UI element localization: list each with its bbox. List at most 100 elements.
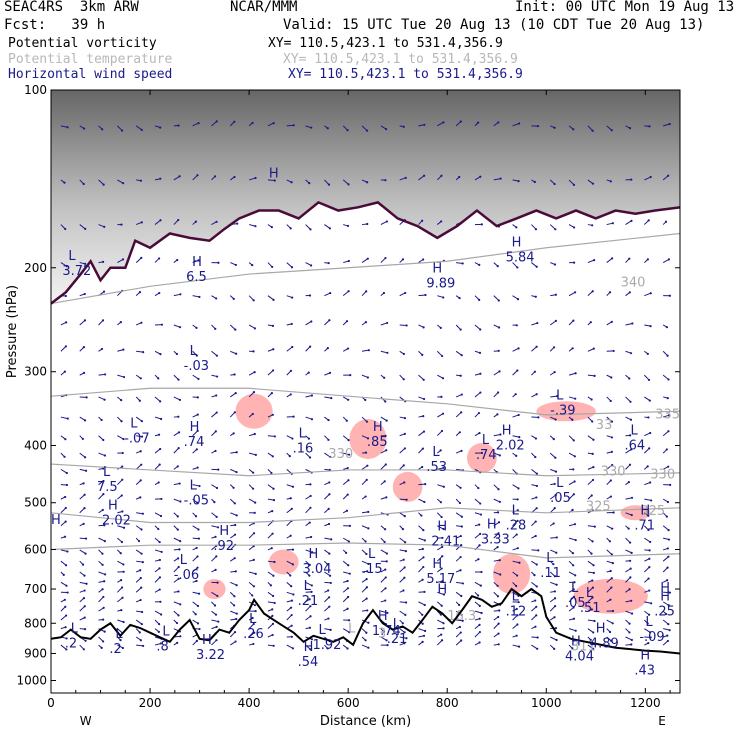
wind-arrow	[286, 614, 293, 621]
wind-arrow	[211, 639, 217, 646]
wind-arrow	[60, 507, 67, 514]
wind-arrow-head	[384, 599, 387, 602]
pv-extremum-value: 4.89	[590, 636, 619, 651]
wind-arrow-head	[499, 573, 502, 576]
wind-arrow-head	[310, 320, 313, 323]
wind-arrow-head	[383, 480, 386, 483]
x-tick-label: 0	[47, 696, 55, 710]
wind-arrow-head	[253, 511, 256, 514]
wind-arrow	[286, 346, 293, 352]
wind-arrow-head	[273, 435, 276, 438]
wind-arrow-head	[534, 437, 538, 440]
wind-arrow	[211, 591, 218, 597]
wind-arrow	[531, 614, 537, 621]
wind-arrow-head	[233, 120, 236, 123]
wind-arrow	[286, 560, 294, 565]
pv-low-marker: L	[180, 553, 188, 568]
wind-arrow-head	[84, 537, 88, 540]
wind-arrow	[60, 644, 67, 650]
wind-arrow-head	[440, 395, 443, 398]
wind-arrow-head	[667, 174, 670, 177]
wind-arrow-head	[367, 510, 370, 513]
wind-arrow-head	[176, 528, 179, 531]
wind-arrow-head	[403, 642, 406, 645]
wind-arrow-head	[423, 603, 426, 607]
wind-arrow-head	[64, 506, 67, 510]
wind-arrow-head	[555, 536, 558, 539]
wind-arrow-head	[648, 589, 651, 592]
pv-low-marker: L	[393, 617, 401, 632]
wind-arrow-head	[330, 538, 333, 541]
wind-arrow-head	[328, 371, 332, 374]
wind-arrow-head	[609, 569, 612, 573]
wind-arrow-head	[159, 177, 162, 180]
wind-arrow-head	[232, 432, 235, 435]
wind-arrow-head	[405, 637, 408, 640]
wind-arrow-head	[157, 377, 160, 380]
wind-arrow-head	[553, 182, 556, 186]
wind-arrow-head	[611, 257, 614, 260]
wind-arrow	[361, 644, 369, 649]
wind-arrow-head	[590, 398, 593, 401]
wind-arrow-head	[593, 259, 596, 262]
wind-arrow	[418, 431, 425, 437]
wind-arrow-head	[573, 523, 577, 526]
wind-arrow	[60, 416, 68, 420]
wind-arrow	[324, 452, 331, 458]
pv-high-marker: H	[640, 648, 650, 663]
wind-arrow-head	[665, 448, 668, 451]
wind-arrow-head	[497, 121, 500, 124]
wind-arrow-head	[629, 352, 633, 355]
wind-arrow-head	[308, 598, 311, 601]
wind-arrow-head	[235, 514, 238, 517]
wind-arrow-head	[122, 620, 125, 624]
wind-arrow-head	[572, 493, 575, 496]
wind-arrow	[418, 483, 426, 486]
wind-arrow-head	[366, 257, 369, 260]
wind-arrow-head	[459, 486, 462, 489]
wind-arrow-head	[138, 399, 141, 402]
wind-arrow-head	[592, 438, 595, 441]
wind-arrow-head	[346, 587, 350, 590]
wind-arrow	[568, 537, 576, 541]
wind-arrow-head	[518, 561, 521, 564]
wind-arrow-head	[82, 182, 85, 186]
wind-arrow	[418, 175, 425, 181]
wind-arrow-head	[591, 596, 594, 599]
wind-arrow-head	[610, 639, 613, 642]
wind-arrow	[550, 395, 558, 398]
isentrope-line	[51, 232, 680, 305]
pv-low-marker: L	[512, 503, 520, 518]
wind-arrow-head	[612, 511, 615, 514]
wind-arrow	[437, 619, 444, 624]
wind-arrow-head	[140, 321, 143, 324]
wind-arrow-head	[233, 502, 236, 505]
wind-arrow-head	[251, 412, 254, 416]
pv-high-marker: H	[190, 420, 200, 435]
wind-arrow-head	[367, 349, 370, 352]
wind-arrow-head	[666, 639, 670, 643]
wind-arrow-head	[119, 552, 122, 555]
wind-arrow-head	[177, 218, 180, 222]
pv-high-marker: H	[304, 640, 314, 655]
wind-arrow-head	[478, 523, 481, 526]
wind-arrow	[211, 512, 217, 518]
wind-arrow-head	[213, 604, 217, 607]
wind-arrow-head	[478, 263, 481, 266]
wind-arrow-head	[553, 575, 557, 578]
pv-extremum-value: .54	[298, 655, 319, 670]
wind-arrow	[361, 258, 369, 263]
wind-arrow-head	[84, 639, 87, 642]
wind-arrow-head	[458, 625, 462, 629]
wind-arrow-head	[197, 528, 200, 531]
wind-arrow-head	[122, 437, 125, 441]
wind-arrow-head	[441, 580, 444, 583]
wind-arrow	[267, 571, 274, 577]
wind-arrow	[343, 571, 350, 575]
wind-arrow-head	[252, 390, 256, 394]
wind-arrow-head	[252, 299, 255, 302]
wind-arrow-head	[591, 224, 594, 227]
wind-arrow-head	[120, 494, 123, 497]
wind-arrow	[625, 512, 632, 516]
